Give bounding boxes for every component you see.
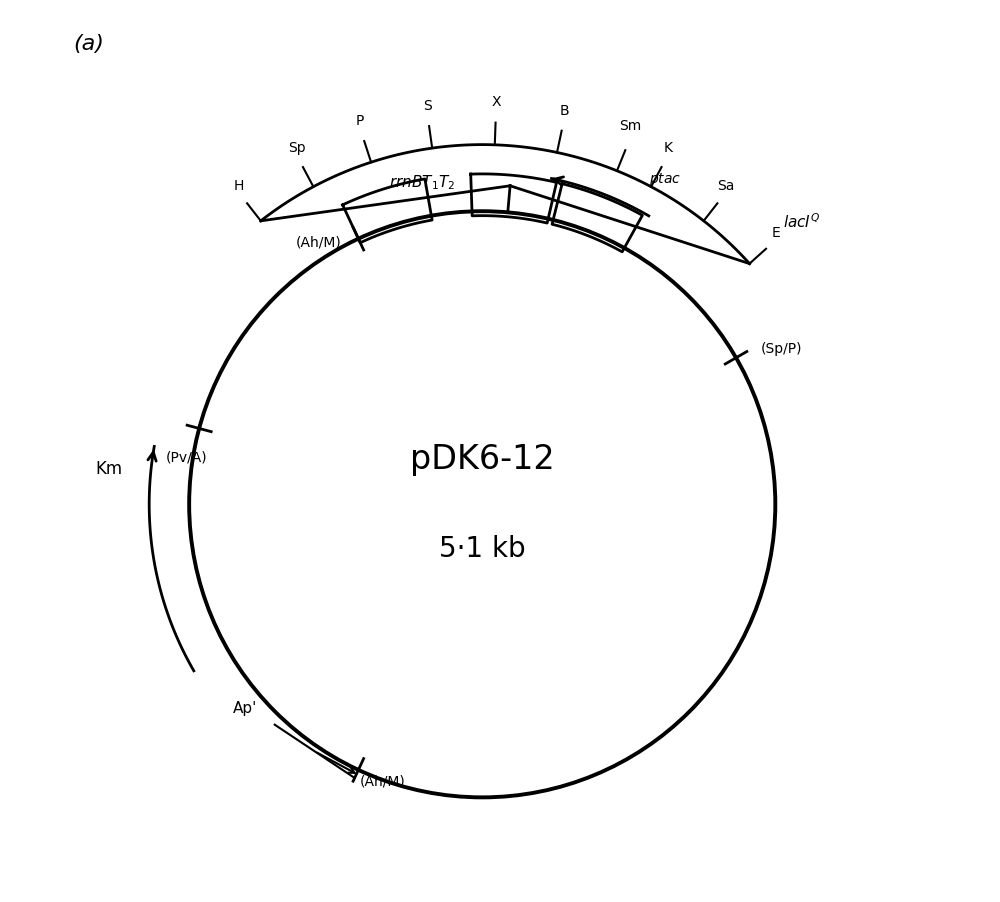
- Text: pDK6-12: pDK6-12: [410, 444, 555, 476]
- Text: H: H: [234, 179, 244, 193]
- Text: X: X: [491, 96, 501, 109]
- Text: $lacI^Q$: $lacI^Q$: [783, 212, 820, 231]
- Text: Sm: Sm: [619, 119, 641, 133]
- Text: (Pv/A): (Pv/A): [166, 450, 207, 465]
- Text: Ap': Ap': [233, 701, 257, 716]
- Text: Sa: Sa: [717, 179, 734, 193]
- Text: $rrnB$T$_1$T$_2$: $rrnB$T$_1$T$_2$: [389, 173, 455, 192]
- Text: S: S: [423, 99, 432, 113]
- Text: p$tac$: p$tac$: [649, 170, 681, 188]
- Text: (Ah/M): (Ah/M): [296, 236, 342, 250]
- Text: Sp: Sp: [288, 142, 306, 155]
- Text: 5·1 kb: 5·1 kb: [439, 535, 526, 563]
- Text: E: E: [772, 226, 780, 240]
- Text: (Sp/P): (Sp/P): [760, 342, 802, 356]
- Text: B: B: [560, 104, 569, 118]
- Text: (Ah/M): (Ah/M): [360, 775, 406, 788]
- Text: P: P: [356, 115, 364, 128]
- Text: Km: Km: [96, 460, 123, 478]
- Text: K: K: [663, 142, 672, 155]
- Text: (a): (a): [74, 33, 105, 53]
